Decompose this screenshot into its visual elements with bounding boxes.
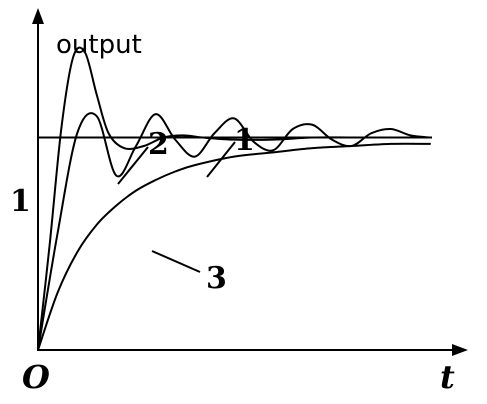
series-2-line: [37, 46, 431, 351]
x-axis-arrow: [452, 344, 468, 356]
series-2-label: 2: [148, 127, 169, 162]
axes: [32, 8, 468, 356]
series-layer: [37, 46, 431, 351]
series-3-line: [37, 142, 431, 351]
y-axis-label: output: [56, 30, 142, 60]
series-3-leader: [151, 250, 201, 273]
x-axis-label: t: [440, 358, 455, 396]
leaders: [117, 141, 236, 273]
series-3-label: 3: [206, 261, 227, 296]
reference-line-label: 1: [10, 184, 31, 219]
series-1-line: [37, 112, 431, 351]
series-1-label: 1: [234, 123, 255, 158]
y-axis-arrow: [32, 8, 44, 24]
series-2-leader: [117, 146, 149, 185]
series-1-leader: [206, 141, 236, 178]
origin-label: O: [22, 358, 50, 396]
